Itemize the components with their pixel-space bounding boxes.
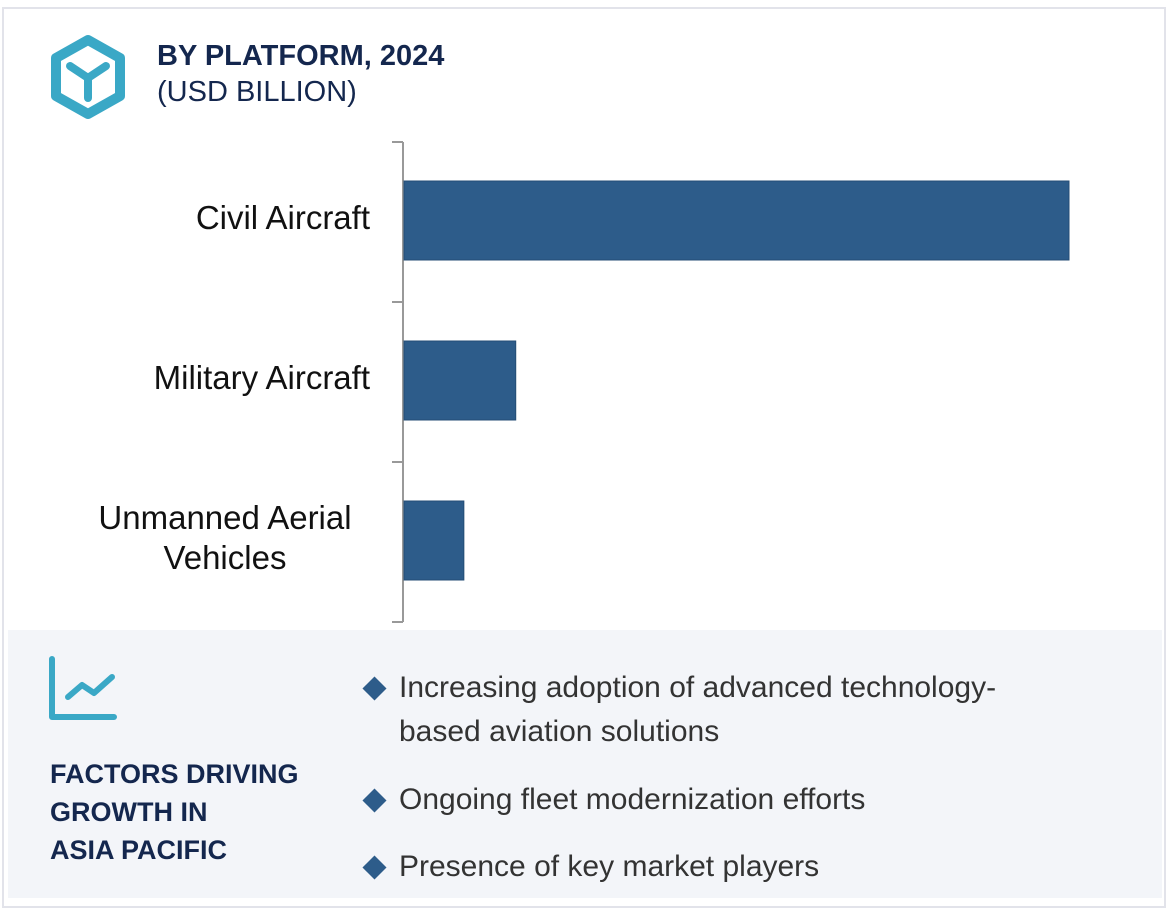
hexagon-y-icon [51,35,125,119]
bullet-text: Presence of key market players [399,850,820,883]
category-label: Military Aircraft [153,359,370,396]
factors-panel [8,630,1162,898]
chart-title: BY PLATFORM, 2024 [157,40,445,72]
category-label: Unmanned Aerial Vehicles [98,499,352,576]
bullet-text: Increasing adoption of advanced technolo… [399,671,997,748]
bullet-item: Presence of key market players [360,845,819,889]
bar [403,180,1070,261]
bullet-item: Increasing adoption of advanced technolo… [360,666,1060,754]
heading-line: FACTORS DRIVING [50,759,299,789]
bullet-text: Ongoing fleet modernization efforts [399,783,866,816]
bar [403,500,465,581]
bullet-item: Ongoing fleet modernization efforts [360,778,865,822]
chart-unit: (USD BILLION) [157,76,357,108]
infographic-card [2,7,1166,908]
heading-line: ASIA PACIFIC [50,835,228,865]
trend-chart-icon [49,656,117,720]
category-label: Civil Aircraft [195,199,370,236]
heading-line: GROWTH IN [50,797,208,827]
bar [403,340,517,421]
diamond-bullet-icon [362,676,387,701]
bar-chart [392,141,1070,623]
diamond-bullet-icon [362,788,387,813]
diamond-bullet-icon [362,855,387,880]
factors-heading: FACTORS DRIVING GROWTH IN ASIA PACIFIC [50,755,330,869]
